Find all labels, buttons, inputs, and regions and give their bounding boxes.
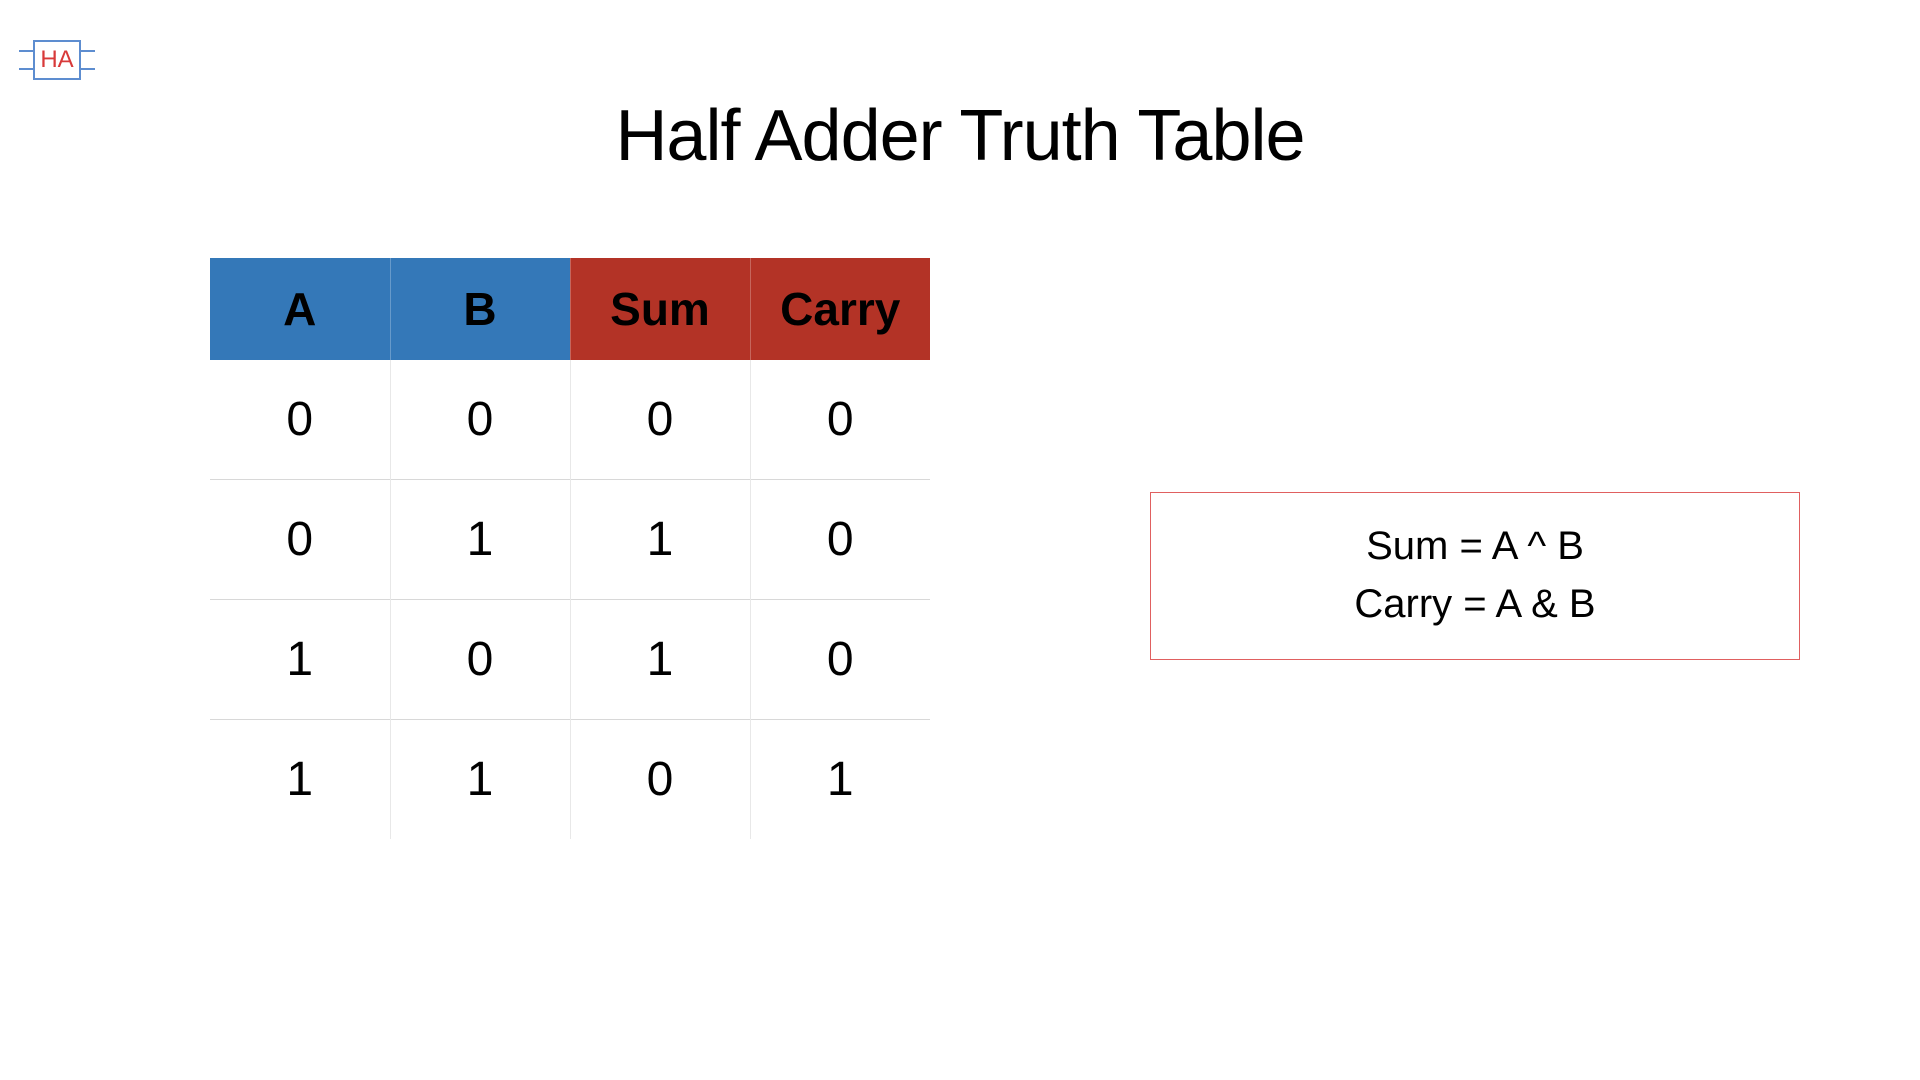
truth-table: A B Sum Carry 0 0 0 0 0 1 1 0 1 0 1 0 1 … [210, 258, 930, 839]
table-row: 0 1 1 0 [210, 480, 930, 600]
cell: 1 [390, 720, 570, 840]
page-title: Half Adder Truth Table [0, 95, 1920, 177]
cell: 1 [210, 600, 390, 720]
table-header-row: A B Sum Carry [210, 258, 930, 360]
badge-label: HA [40, 46, 73, 74]
col-header-carry: Carry [750, 258, 930, 360]
formula-sum: Sum = A ^ B [1151, 517, 1799, 575]
cell: 0 [750, 480, 930, 600]
cell: 0 [210, 360, 390, 480]
formula-box: Sum = A ^ B Carry = A & B [1150, 492, 1800, 660]
table-row: 1 1 0 1 [210, 720, 930, 840]
formula-carry: Carry = A & B [1151, 575, 1799, 633]
cell: 1 [570, 480, 750, 600]
col-header-b: B [390, 258, 570, 360]
table-row: 1 0 1 0 [210, 600, 930, 720]
cell: 0 [390, 600, 570, 720]
half-adder-badge-icon: HA [27, 40, 87, 88]
cell: 0 [750, 600, 930, 720]
cell: 1 [570, 600, 750, 720]
cell: 1 [210, 720, 390, 840]
cell: 0 [210, 480, 390, 600]
cell: 0 [750, 360, 930, 480]
cell: 0 [570, 720, 750, 840]
table-row: 0 0 0 0 [210, 360, 930, 480]
col-header-sum: Sum [570, 258, 750, 360]
cell: 1 [390, 480, 570, 600]
col-header-a: A [210, 258, 390, 360]
cell: 0 [390, 360, 570, 480]
cell: 1 [750, 720, 930, 840]
cell: 0 [570, 360, 750, 480]
